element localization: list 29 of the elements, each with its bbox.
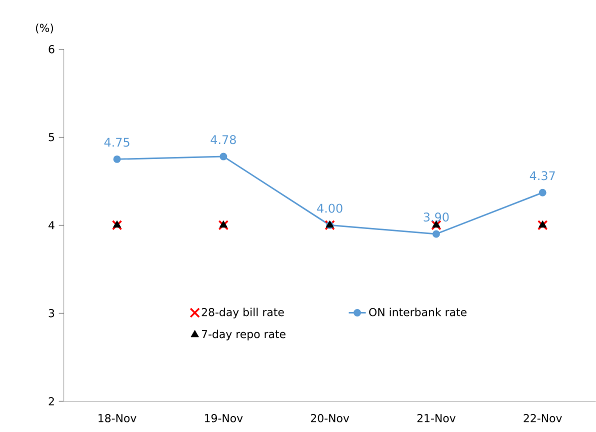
data-label: 4.75 <box>104 138 130 147</box>
point <box>218 220 229 230</box>
x-tick-label: 21-Nov <box>417 414 456 422</box>
point <box>112 220 122 230</box>
point <box>537 220 548 230</box>
x-tick-label: 20-Nov <box>310 414 350 422</box>
x-tick-label: 22-Nov <box>524 414 562 422</box>
x-tick-label: 19-Nov <box>204 414 243 422</box>
y-tick-label: 5 <box>48 133 54 142</box>
y-tick-label: 4 <box>48 221 54 230</box>
data-label: 4.00 <box>317 204 342 213</box>
point <box>432 230 440 238</box>
point <box>113 155 121 163</box>
data-label: 4.37 <box>530 171 555 180</box>
legend-label: 28-day bill rate <box>202 308 284 318</box>
point <box>220 152 228 160</box>
data-label: 4.78 <box>210 135 236 144</box>
point <box>219 220 228 228</box>
legend-label: 7-day repo rate <box>202 330 286 340</box>
point <box>538 220 547 228</box>
point <box>538 188 546 196</box>
legend-label: ON interbank rate <box>369 308 466 316</box>
y-axis-title: (%) <box>36 24 54 34</box>
y-tick-label: 2 <box>48 397 54 406</box>
y-tick-label: 6 <box>48 45 54 54</box>
x-tick-label: 18-Nov <box>98 414 136 422</box>
data-label: 3.90 <box>424 212 449 222</box>
y-tick-label: 3 <box>48 309 54 318</box>
point <box>112 220 122 228</box>
